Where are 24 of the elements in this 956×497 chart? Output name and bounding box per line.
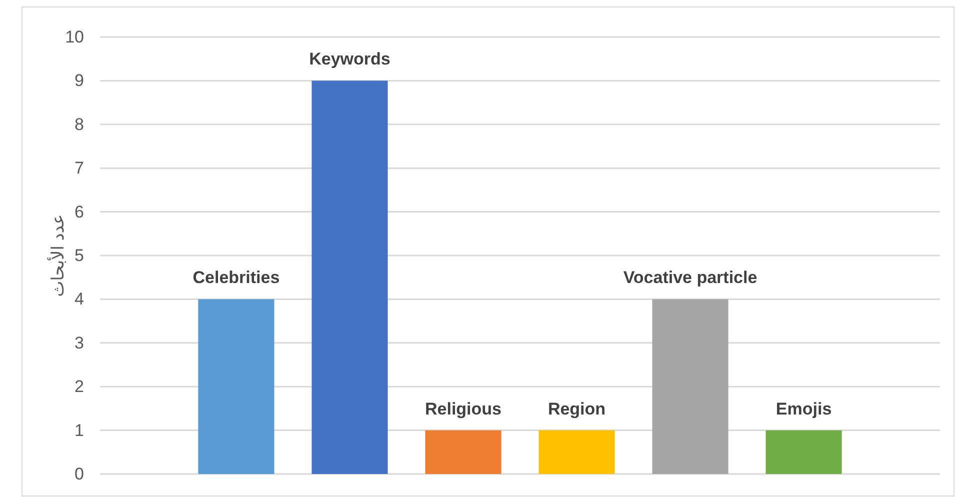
x-tick-label: Celebrities	[192, 268, 280, 288]
y-axis-title: عدد الأبحاث	[46, 214, 68, 297]
bar	[425, 430, 502, 474]
y-tick-label: 8	[74, 114, 84, 134]
x-tick-label: Emojis	[776, 399, 832, 418]
y-tick-label: 5	[74, 246, 84, 265]
y-tick-label: 2	[74, 377, 84, 396]
bar	[312, 80, 388, 474]
y-tick-label: 3	[74, 333, 84, 352]
x-tick-label: Keywords	[309, 50, 390, 69]
x-tick-label: Religious	[424, 399, 502, 418]
bar	[538, 430, 615, 474]
y-tick-label: 7	[74, 158, 84, 178]
y-tick-label: 6	[74, 202, 84, 222]
y-tick-label: 0	[74, 464, 84, 484]
bar	[766, 430, 842, 474]
bar	[198, 299, 274, 474]
y-tick-label: 9	[74, 71, 84, 90]
x-tick-label: Region	[548, 399, 606, 418]
x-tick-label: Vocative particle	[623, 268, 758, 288]
y-tick-label: 1	[74, 420, 84, 440]
y-tick-label: 10	[65, 28, 84, 46]
bar	[652, 299, 728, 474]
y-tick-label: 4	[74, 290, 84, 309]
